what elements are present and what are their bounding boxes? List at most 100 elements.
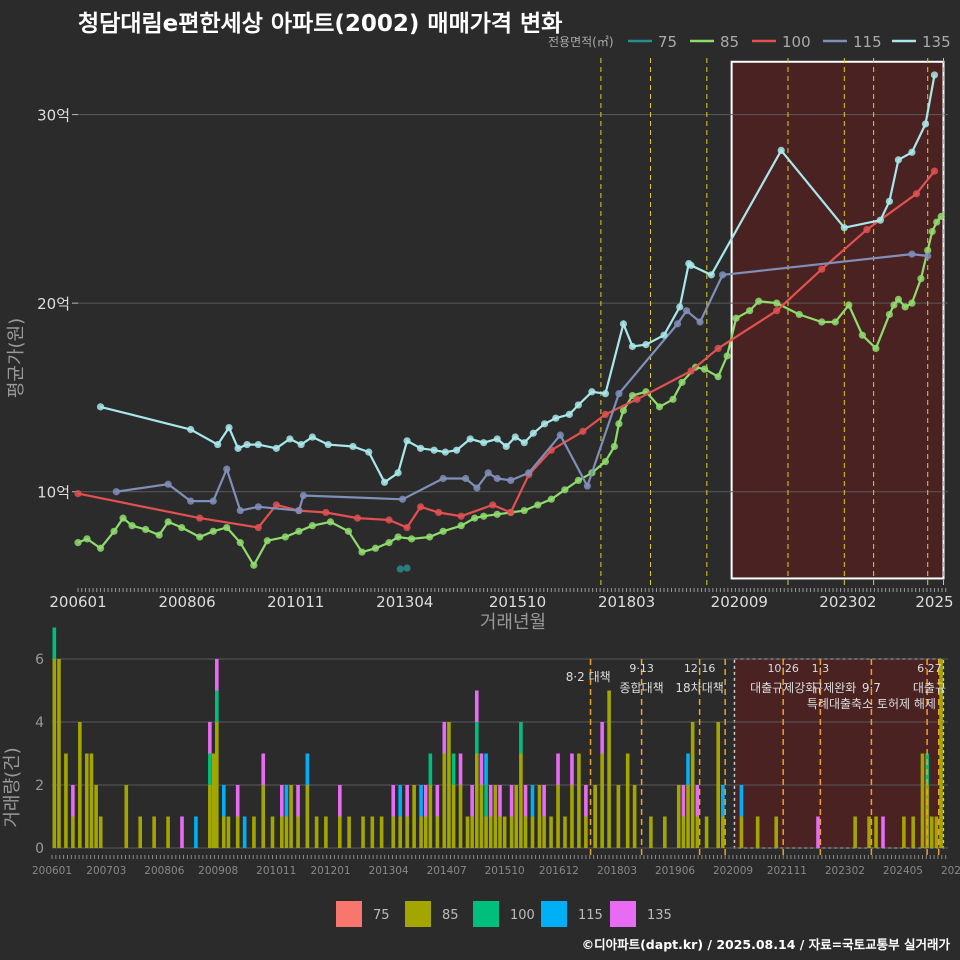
data-point-85: [937, 212, 945, 220]
volume-bar-85: [215, 722, 219, 848]
legend-label: 85: [720, 33, 739, 51]
data-point-85: [928, 227, 936, 236]
data-point-85: [295, 527, 303, 535]
volume-bar-135: [458, 753, 463, 785]
volume-bar-85: [929, 816, 934, 848]
data-point-135: [588, 388, 596, 396]
volume-bar-85: [458, 785, 463, 848]
volume-bar-85: [755, 816, 760, 848]
volume-bar-85: [442, 753, 447, 848]
x-tick-label: 201011: [267, 593, 324, 611]
x-tick-label: 200806: [158, 593, 215, 611]
volume-bar-85: [94, 785, 98, 848]
data-point-135: [502, 442, 510, 451]
volume-highlight-box: [733, 658, 945, 849]
data-point-135: [876, 216, 884, 224]
data-point-115: [615, 390, 623, 398]
data-point-85: [358, 548, 366, 556]
x-tick-label: 202302: [819, 593, 876, 611]
data-point-135: [272, 444, 280, 452]
volume-bar-85: [474, 753, 479, 848]
data-point-100: [403, 523, 411, 532]
volume-bar-100: [484, 785, 488, 817]
data-point-135: [511, 433, 519, 441]
data-point-135: [930, 71, 939, 79]
volume-bar-85: [681, 816, 686, 848]
volume-bar-85: [221, 816, 226, 848]
data-point-100: [272, 501, 280, 509]
data-point-85: [223, 523, 231, 532]
volume-bar-85: [166, 816, 170, 848]
volume-bar-85: [391, 816, 396, 848]
volume-bar-115: [721, 785, 725, 817]
data-point-85: [924, 246, 932, 254]
volume-bar-85: [556, 785, 560, 848]
data-point-85: [547, 495, 555, 503]
data-point-115: [696, 318, 704, 326]
volume-bar-135: [435, 785, 440, 817]
data-point-85: [610, 442, 619, 451]
volume-bar-85: [208, 785, 212, 848]
volume-x-tick-label: 200908: [198, 865, 238, 877]
data-point-135: [540, 420, 549, 428]
data-point-115: [112, 488, 120, 496]
policy-annotation: 1·3: [812, 662, 830, 675]
data-point-135: [885, 197, 893, 205]
volume-bar-85: [89, 753, 94, 848]
data-point-135: [234, 444, 242, 452]
volume-bar-85: [423, 816, 428, 848]
data-point-115: [473, 484, 481, 492]
volume-bar-85: [934, 816, 939, 848]
data-point-115: [484, 469, 492, 477]
volume-bar-135: [498, 785, 502, 817]
data-point-85: [601, 457, 610, 466]
volume-bar-85: [451, 785, 456, 848]
volume-bar-85: [542, 816, 546, 848]
data-point-85: [561, 486, 569, 494]
data-point-85: [344, 527, 353, 535]
volume-bar-85: [484, 816, 488, 848]
data-point-135: [96, 403, 105, 411]
volume-bar-100: [474, 722, 479, 754]
volume-bar-85: [514, 785, 519, 848]
volume-bar-135: [296, 785, 300, 817]
volume-bar-85: [537, 785, 542, 848]
data-point-85: [818, 318, 826, 326]
data-point-135: [403, 437, 411, 445]
volume-bar-135: [442, 722, 447, 754]
data-point-85: [894, 295, 903, 303]
data-point-135: [642, 341, 650, 349]
volume-bar-85: [853, 816, 857, 848]
bar-legend-label: 85: [442, 908, 459, 923]
legend-label: 135: [922, 33, 951, 51]
volume-bar-85: [428, 785, 433, 848]
data-point-85: [908, 299, 916, 307]
data-point-85: [74, 539, 82, 547]
policy-annotation: 종합대책: [620, 680, 664, 695]
volume-bar-85: [874, 816, 878, 848]
policy-annotation: 규제완화: [812, 681, 856, 695]
volume-bar-85: [502, 816, 507, 848]
data-point-85: [385, 539, 393, 547]
y-axis-title: 평균가(원): [6, 318, 27, 398]
volume-bar-85: [71, 816, 75, 848]
data-point-135: [707, 271, 715, 279]
volume-bar-85: [625, 753, 630, 848]
volume-bar-135: [405, 785, 409, 817]
data-point-85: [83, 535, 91, 543]
data-point-135: [225, 424, 233, 432]
volume-bar-135: [280, 785, 284, 817]
bar-legend-label: 115: [578, 908, 603, 923]
series-line-100: [77, 170, 936, 529]
data-point-85: [746, 307, 754, 315]
data-point-85: [901, 303, 909, 311]
volume-bar-85: [57, 659, 61, 848]
data-point-85: [669, 395, 677, 403]
data-point-85: [678, 378, 686, 386]
data-point-85: [209, 527, 217, 535]
data-point-100: [633, 395, 641, 403]
volume-bar-85: [549, 816, 553, 848]
data-point-135: [297, 440, 305, 449]
data-point-115: [908, 250, 916, 258]
